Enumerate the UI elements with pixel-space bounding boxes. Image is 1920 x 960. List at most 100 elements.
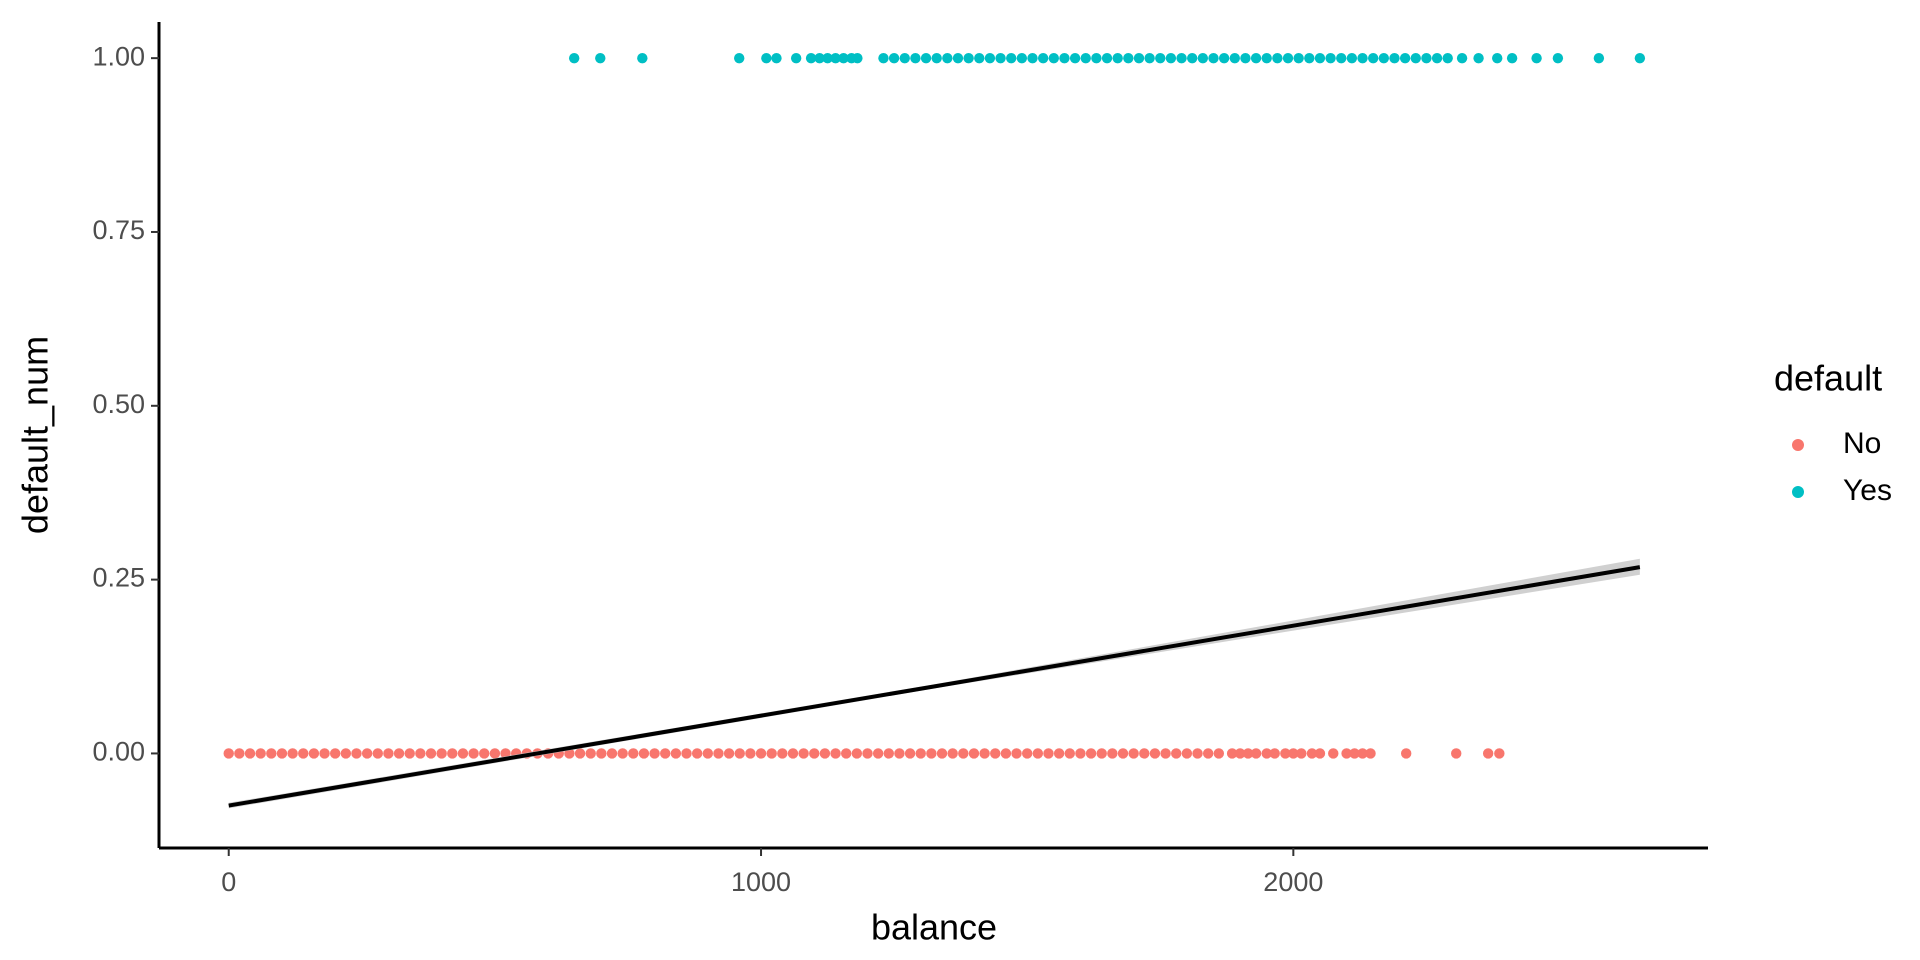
point: [1269, 748, 1280, 759]
point: [457, 748, 469, 759]
point: [276, 748, 288, 759]
point: [822, 52, 833, 64]
point: [574, 748, 586, 759]
point: [771, 52, 782, 64]
point: [351, 748, 362, 759]
point: [723, 748, 735, 759]
point: [926, 748, 937, 759]
point: [1261, 748, 1272, 759]
point: [1229, 52, 1240, 64]
point: [244, 748, 256, 759]
point: [1139, 748, 1150, 759]
point: [777, 748, 788, 759]
point: [734, 52, 745, 64]
point: [1293, 52, 1304, 64]
point: [1593, 52, 1605, 64]
point: [1016, 52, 1028, 64]
point: [830, 52, 841, 64]
point: [1336, 52, 1347, 64]
point: [734, 748, 745, 759]
point: [1048, 52, 1060, 64]
point: [830, 748, 841, 759]
point: [468, 748, 479, 759]
point: [947, 748, 958, 759]
point: [1037, 52, 1049, 64]
point: [1155, 52, 1166, 64]
point: [974, 52, 985, 64]
point: [1492, 52, 1503, 64]
point: [1261, 52, 1272, 64]
point: [1197, 52, 1209, 64]
point: [266, 748, 277, 759]
point: [1421, 52, 1432, 64]
point: [319, 748, 330, 759]
point: [1234, 748, 1246, 759]
point: [995, 52, 1006, 64]
point: [415, 748, 426, 759]
point: [329, 748, 341, 759]
point: [1226, 748, 1238, 759]
point: [1282, 52, 1294, 64]
point: [1399, 52, 1411, 64]
y-tick-label: 1.00: [92, 41, 145, 71]
point: [585, 748, 596, 759]
point: [340, 748, 352, 759]
point: [1357, 748, 1368, 759]
point: [1304, 52, 1315, 64]
point: [979, 748, 990, 759]
point: [702, 748, 714, 759]
point: [637, 52, 648, 64]
point: [1357, 52, 1368, 64]
point: [838, 52, 849, 64]
point: [1053, 748, 1065, 759]
point: [851, 748, 863, 759]
point: [958, 748, 969, 759]
point: [1552, 52, 1564, 64]
point: [568, 52, 580, 64]
point: [1240, 52, 1251, 64]
point: [1006, 52, 1017, 64]
point: [308, 748, 320, 759]
point: [745, 748, 756, 759]
point: [787, 748, 799, 759]
legend-label: No: [1843, 427, 1881, 460]
point: [1080, 52, 1091, 64]
point: [1059, 52, 1070, 64]
point: [894, 748, 905, 759]
point: [628, 748, 639, 759]
point: [1482, 748, 1494, 759]
point: [1202, 748, 1214, 759]
point: [1181, 748, 1193, 759]
point: [899, 52, 910, 64]
point: [1494, 748, 1505, 759]
point: [681, 748, 692, 759]
point: [713, 748, 724, 759]
point: [1296, 748, 1307, 759]
point: [1112, 52, 1123, 64]
point: [904, 748, 916, 759]
point: [649, 748, 660, 759]
point: [691, 748, 703, 759]
point: [1531, 52, 1542, 64]
point: [1101, 52, 1113, 64]
point: [404, 748, 415, 759]
point: [361, 748, 373, 759]
point: [617, 748, 628, 759]
point: [638, 748, 650, 759]
point: [255, 748, 266, 759]
point: [872, 748, 884, 759]
point: [761, 52, 772, 64]
point: [755, 748, 767, 759]
point: [1043, 748, 1054, 759]
point: [852, 52, 863, 64]
point: [1192, 748, 1203, 759]
point: [984, 52, 996, 64]
point: [1176, 52, 1187, 64]
point: [436, 748, 447, 759]
point: [660, 748, 671, 759]
point: [931, 52, 942, 64]
point: [1456, 52, 1468, 64]
point: [1218, 52, 1230, 64]
point: [393, 748, 405, 759]
point: [1075, 748, 1086, 759]
